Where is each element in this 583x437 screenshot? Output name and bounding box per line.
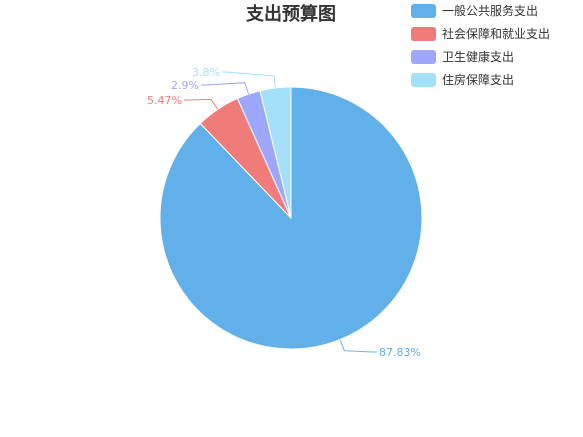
- slice-label: 87.83%: [379, 346, 421, 359]
- legend-swatch[interactable]: [411, 4, 436, 18]
- legend-label[interactable]: 卫生健康支出: [442, 49, 514, 64]
- leader-line: [222, 71, 276, 88]
- leader-line: [339, 339, 377, 353]
- legend-swatch[interactable]: [411, 73, 436, 87]
- legend-swatch[interactable]: [411, 50, 436, 64]
- slice-labels: 87.83% 5.47% 2.9%3.8%: [147, 66, 421, 359]
- slice-label: 5.47%: [147, 94, 182, 107]
- chart-title: 支出预算图: [245, 3, 336, 25]
- legend-label[interactable]: 住房保障支出: [442, 72, 514, 87]
- pie-slice: [259, 86, 292, 219]
- legend-label[interactable]: 社会保障和就业支出: [442, 26, 550, 41]
- legend-label[interactable]: 一般公共服务支出: [442, 3, 538, 18]
- slice-label: 2.9%: [171, 79, 199, 92]
- slice-label: 3.8%: [192, 66, 220, 79]
- leader-line: [201, 82, 250, 95]
- leader-line: [184, 98, 219, 110]
- legend-swatch[interactable]: [411, 27, 436, 41]
- label-leader-lines: [184, 71, 377, 353]
- pie-slices: [159, 86, 423, 350]
